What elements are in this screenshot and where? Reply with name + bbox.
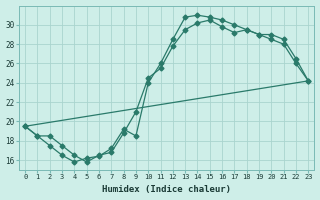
X-axis label: Humidex (Indice chaleur): Humidex (Indice chaleur) [102,185,231,194]
